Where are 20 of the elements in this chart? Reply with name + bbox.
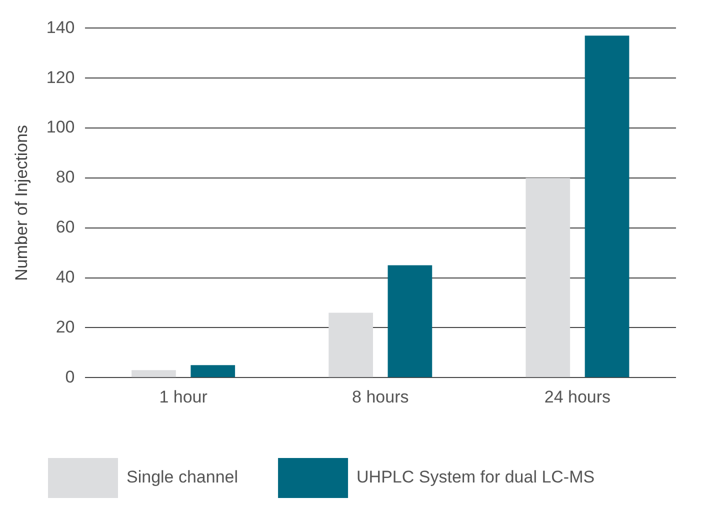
bar	[584, 36, 630, 378]
y-tick-label: 60	[56, 218, 75, 237]
bar	[190, 365, 236, 378]
y-tick-label: 20	[56, 317, 75, 336]
y-tick-label: 100	[46, 118, 75, 137]
y-tick-label: 40	[56, 267, 75, 286]
y-tick-label: 0	[65, 367, 75, 386]
bar	[132, 370, 176, 378]
x-tick-label: 1 hour	[159, 387, 208, 406]
y-tick-label: 140	[46, 18, 75, 37]
bar	[388, 265, 432, 378]
bar	[526, 178, 570, 378]
y-tick-label: 80	[56, 168, 75, 187]
legend-label: Single channel	[126, 468, 238, 487]
bar	[328, 312, 373, 378]
y-tick-label: 120	[46, 68, 75, 87]
legend-label: UHPLC System for dual LC-MS	[356, 468, 595, 487]
y-axis-title: Number of Injections	[12, 124, 31, 281]
x-tick-label: 24 hours	[544, 387, 611, 406]
x-tick-label: 8 hours	[352, 387, 409, 406]
